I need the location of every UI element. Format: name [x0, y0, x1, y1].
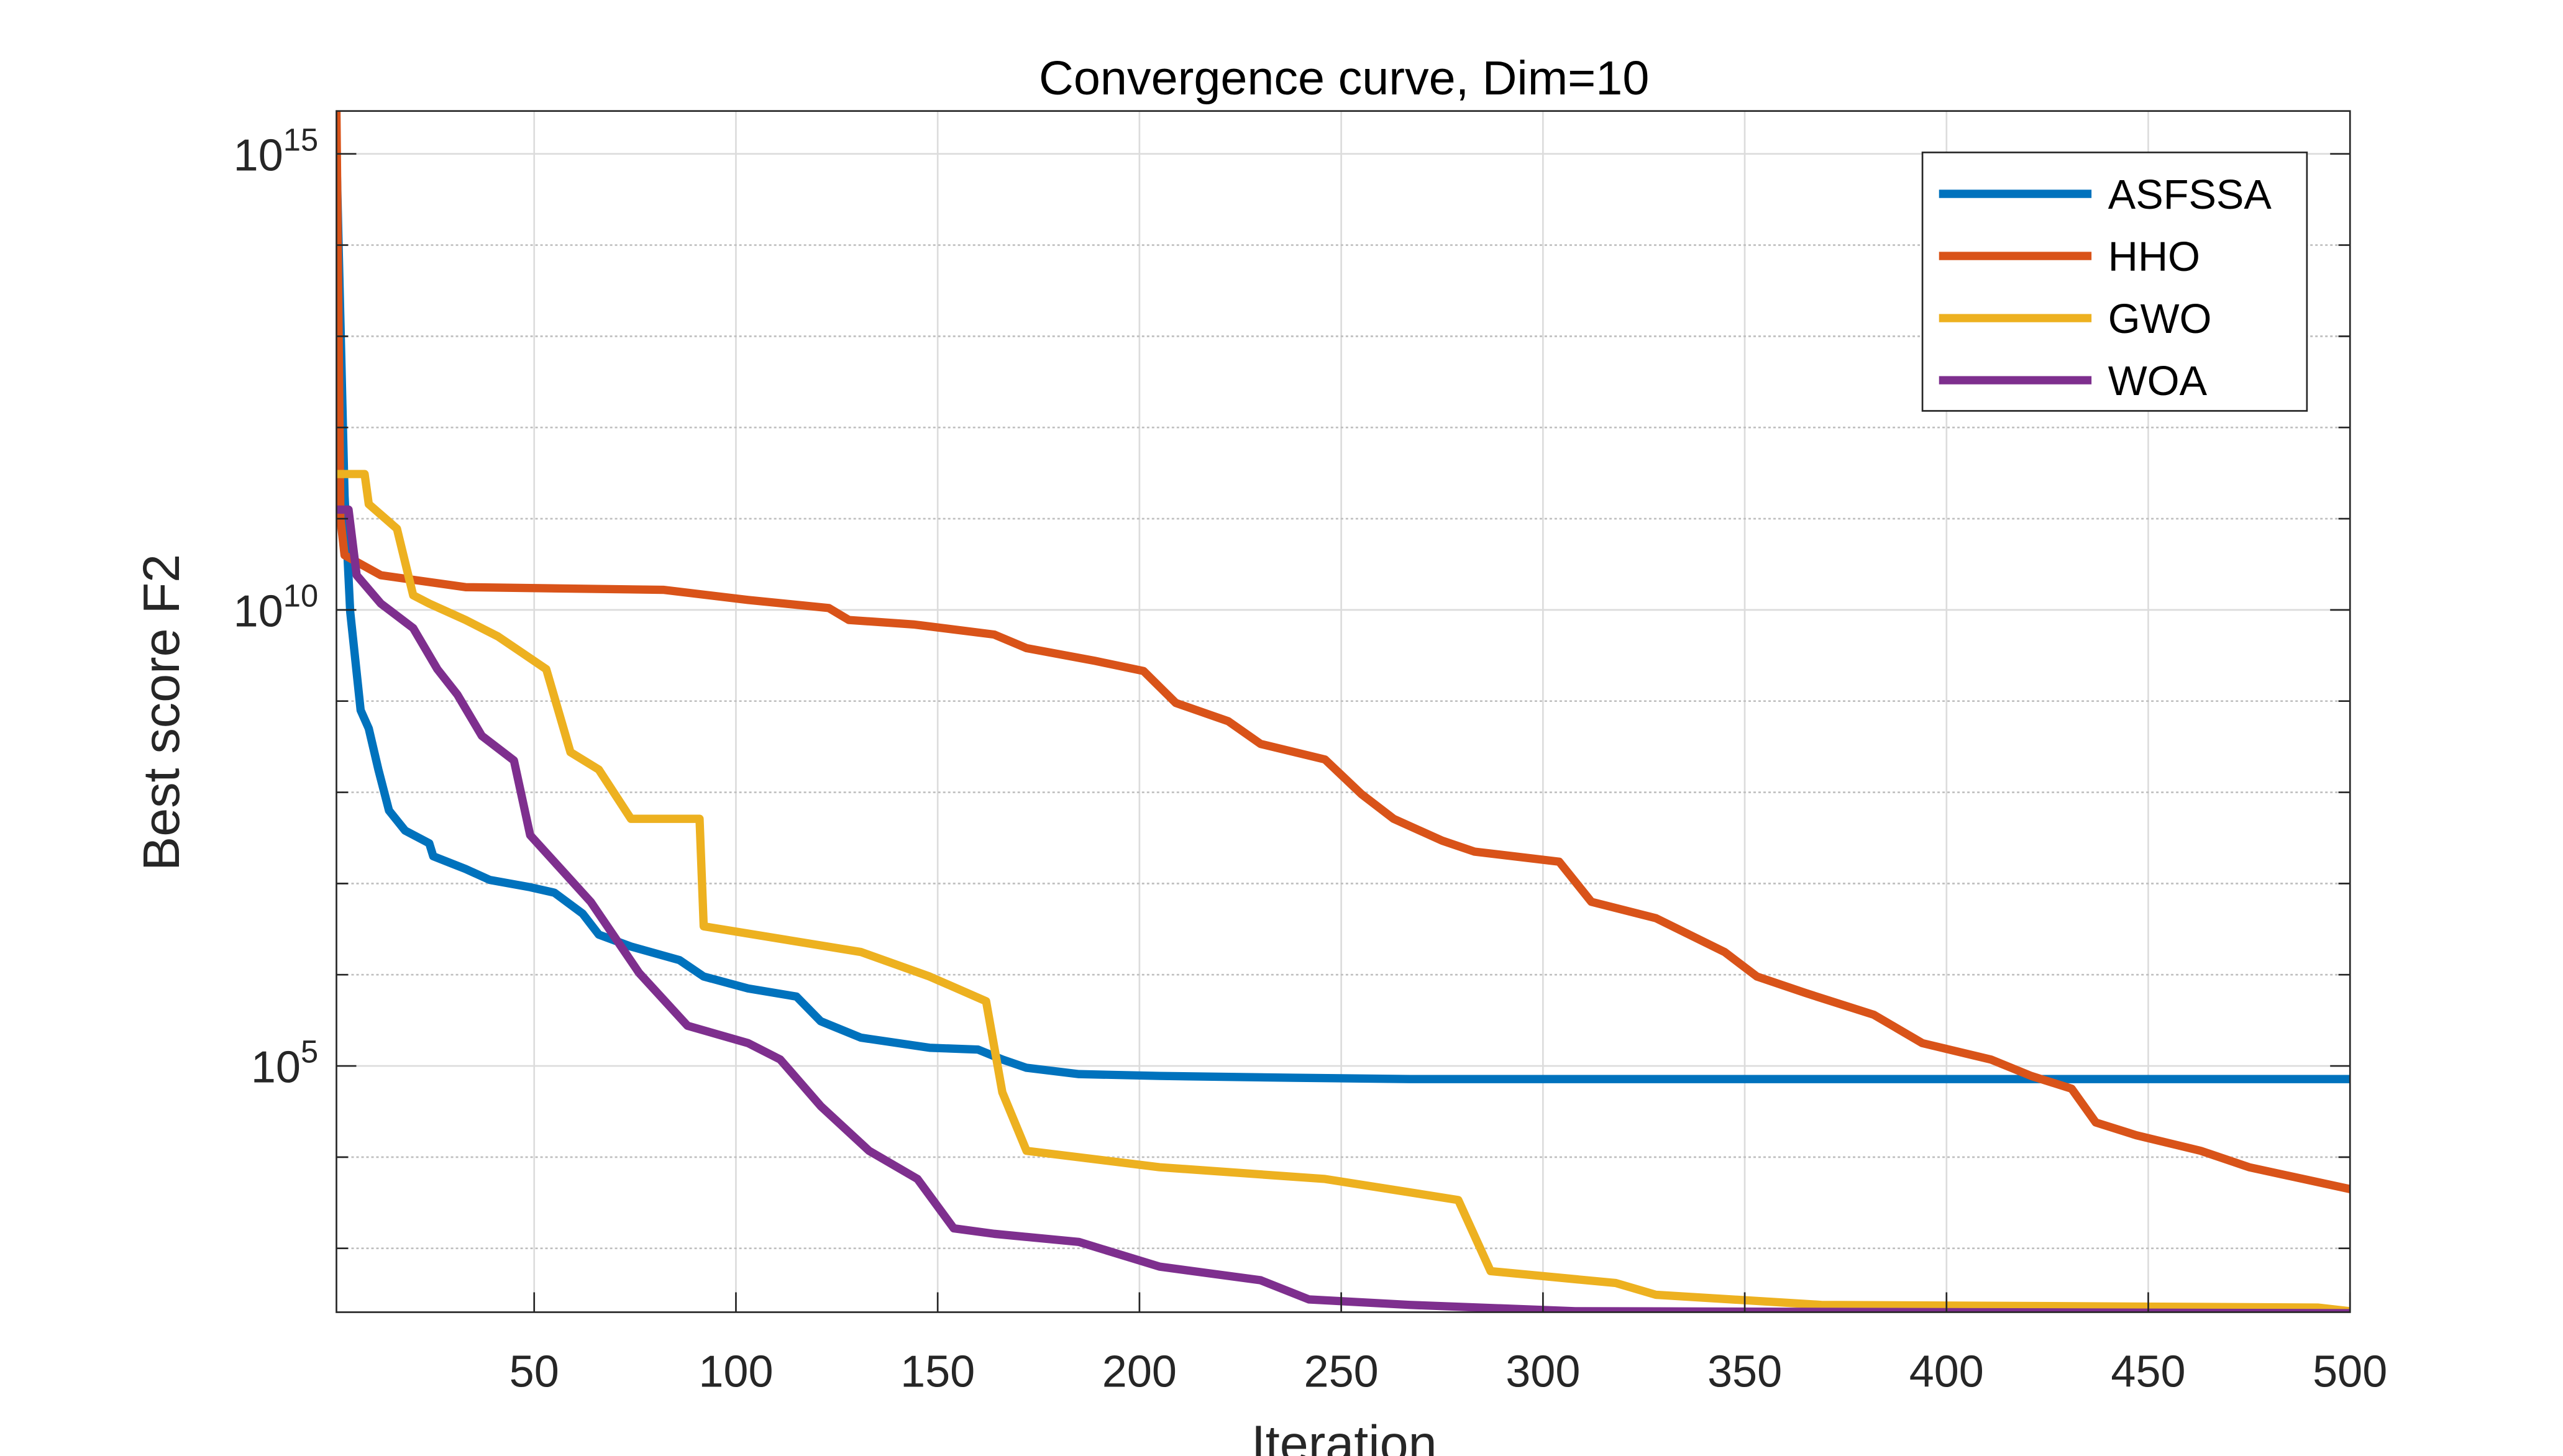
y-axis-label: Best score F2 — [132, 554, 190, 871]
x-tick-label: 400 — [1909, 1347, 1984, 1397]
y-tick-label: 1010 — [234, 578, 318, 637]
x-tick-label: 150 — [900, 1347, 975, 1397]
x-tick-label: 350 — [1707, 1347, 1782, 1397]
series-lines — [336, 111, 2351, 1313]
y-tick-base: 10 — [234, 587, 283, 637]
x-axis-label: Iteration — [1251, 1415, 1437, 1456]
x-tick-label: 300 — [1505, 1347, 1580, 1397]
x-tick-label: 100 — [698, 1347, 773, 1397]
legend-label: HHO — [2108, 234, 2200, 280]
x-tick-label: 450 — [2111, 1347, 2185, 1397]
y-tick-exponent: 10 — [283, 578, 318, 614]
y-tick-base: 10 — [251, 1043, 301, 1093]
x-tick-label: 200 — [1102, 1347, 1177, 1397]
y-tick-exponent: 5 — [301, 1034, 318, 1070]
legend: ASFSSA HHO GWO WOA — [1921, 152, 2308, 412]
chart-title: Convergence curve, Dim=10 — [1039, 52, 1649, 105]
series-line-woa — [336, 505, 2351, 1313]
legend-label: GWO — [2108, 296, 2212, 342]
series-line-gwo — [336, 470, 2351, 1313]
y-tick-label: 1015 — [234, 122, 318, 180]
y-tick-label: 105 — [251, 1034, 318, 1093]
y-tick-base: 10 — [234, 130, 283, 180]
y-tick-exponent: 15 — [283, 122, 318, 157]
axes-box — [336, 110, 2351, 1313]
legend-label: WOA — [2108, 358, 2208, 404]
x-tick-label: 500 — [2313, 1347, 2387, 1397]
x-tick-label: 50 — [509, 1347, 559, 1397]
series-line-hho — [336, 111, 2351, 1193]
legend-label: ASFSSA — [2108, 172, 2272, 218]
x-tick-label: 250 — [1304, 1347, 1379, 1397]
